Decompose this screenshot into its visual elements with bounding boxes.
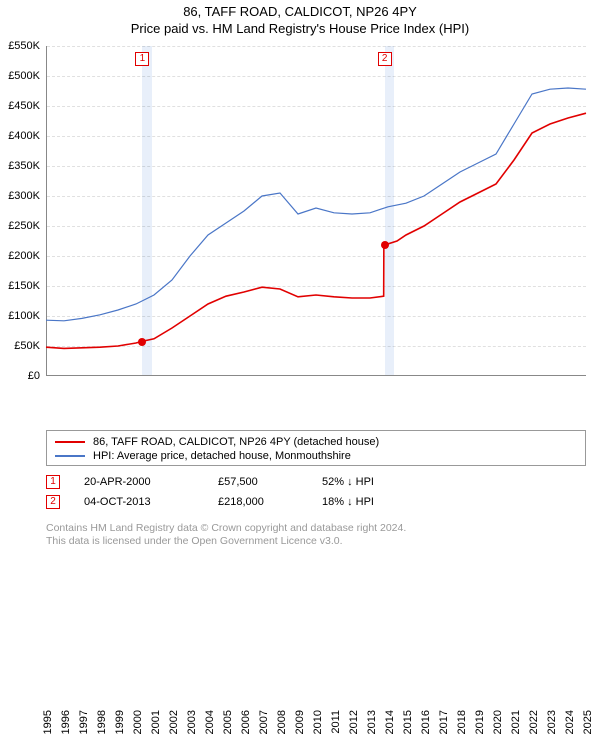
x-tick-label: 2022: [528, 710, 540, 734]
x-tick-label: 2012: [348, 710, 360, 734]
x-tick-label: 2013: [366, 710, 378, 734]
page-subtitle: Price paid vs. HM Land Registry's House …: [0, 19, 600, 36]
page-title: 86, TAFF ROAD, CALDICOT, NP26 4PY: [0, 4, 600, 19]
x-tick-label: 1995: [42, 710, 54, 734]
legend-row: HPI: Average price, detached house, Monm…: [55, 449, 577, 463]
x-tick-label: 2002: [168, 710, 180, 734]
x-tick-label: 2006: [240, 710, 252, 734]
y-tick-label: £350K: [0, 160, 40, 172]
x-tick-label: 2018: [456, 710, 468, 734]
y-tick-label: £100K: [0, 310, 40, 322]
x-tick-label: 1999: [114, 710, 126, 734]
y-tick-label: £550K: [0, 40, 40, 52]
series-line-property: [46, 113, 586, 348]
attribution: Contains HM Land Registry data © Crown c…: [46, 522, 586, 548]
y-tick-label: £300K: [0, 190, 40, 202]
y-tick-label: £200K: [0, 250, 40, 262]
x-tick-label: 2014: [384, 710, 396, 734]
sales-table: 1 20-APR-2000 £57,500 52% ↓ HPI 2 04-OCT-2013…: [46, 472, 586, 512]
series-line-hpi: [46, 88, 586, 321]
x-tick-label: 1996: [60, 710, 72, 734]
x-tick-label: 2023: [546, 710, 558, 734]
x-tick-label: 2021: [510, 710, 522, 734]
x-tick-label: 2016: [420, 710, 432, 734]
x-tick-label: 2015: [402, 710, 414, 734]
sale-row-marker: 2: [46, 495, 60, 509]
x-tick-label: 2019: [474, 710, 486, 734]
sale-row: 2 04-OCT-2013 £218,000 18% ↓ HPI: [46, 492, 586, 512]
x-tick-label: 2004: [204, 710, 216, 734]
x-tick-label: 2020: [492, 710, 504, 734]
legend-swatch: [55, 455, 85, 457]
legend-label: HPI: Average price, detached house, Monm…: [93, 450, 351, 462]
x-tick-label: 2001: [150, 710, 162, 734]
sale-date: 04-OCT-2013: [84, 496, 194, 508]
sale-row: 1 20-APR-2000 £57,500 52% ↓ HPI: [46, 472, 586, 492]
legend-swatch: [55, 441, 85, 443]
legend-label: 86, TAFF ROAD, CALDICOT, NP26 4PY (detac…: [93, 436, 379, 448]
x-tick-label: 2007: [258, 710, 270, 734]
legend-row: 86, TAFF ROAD, CALDICOT, NP26 4PY (detac…: [55, 435, 577, 449]
y-tick-label: £450K: [0, 100, 40, 112]
sale-price: £57,500: [218, 476, 298, 488]
legend: 86, TAFF ROAD, CALDICOT, NP26 4PY (detac…: [46, 430, 586, 466]
x-tick-label: 2010: [312, 710, 324, 734]
x-tick-label: 1997: [78, 710, 90, 734]
attribution-line: Contains HM Land Registry data © Crown c…: [46, 522, 586, 535]
x-tick-label: 2003: [186, 710, 198, 734]
x-tick-label: 2005: [222, 710, 234, 734]
x-tick-label: 2008: [276, 710, 288, 734]
x-tick-label: 2024: [564, 710, 576, 734]
sale-diff: 52% ↓ HPI: [322, 476, 422, 488]
y-tick-label: £400K: [0, 130, 40, 142]
x-tick-label: 2025: [582, 710, 594, 734]
y-tick-label: £50K: [0, 340, 40, 352]
attribution-line: This data is licensed under the Open Gov…: [46, 535, 586, 548]
x-tick-label: 2000: [132, 710, 144, 734]
y-tick-label: £150K: [0, 280, 40, 292]
y-tick-label: £0: [0, 370, 40, 382]
x-tick-label: 2011: [330, 710, 342, 734]
sale-date: 20-APR-2000: [84, 476, 194, 488]
x-tick-label: 2017: [438, 710, 450, 734]
x-tick-label: 1998: [96, 710, 108, 734]
x-tick-label: 2009: [294, 710, 306, 734]
y-tick-label: £250K: [0, 220, 40, 232]
sale-row-marker: 1: [46, 475, 60, 489]
sale-diff: 18% ↓ HPI: [322, 496, 422, 508]
price-chart: £0£50K£100K£150K£200K£250K£300K£350K£400…: [46, 46, 586, 376]
y-tick-label: £500K: [0, 70, 40, 82]
sale-price: £218,000: [218, 496, 298, 508]
